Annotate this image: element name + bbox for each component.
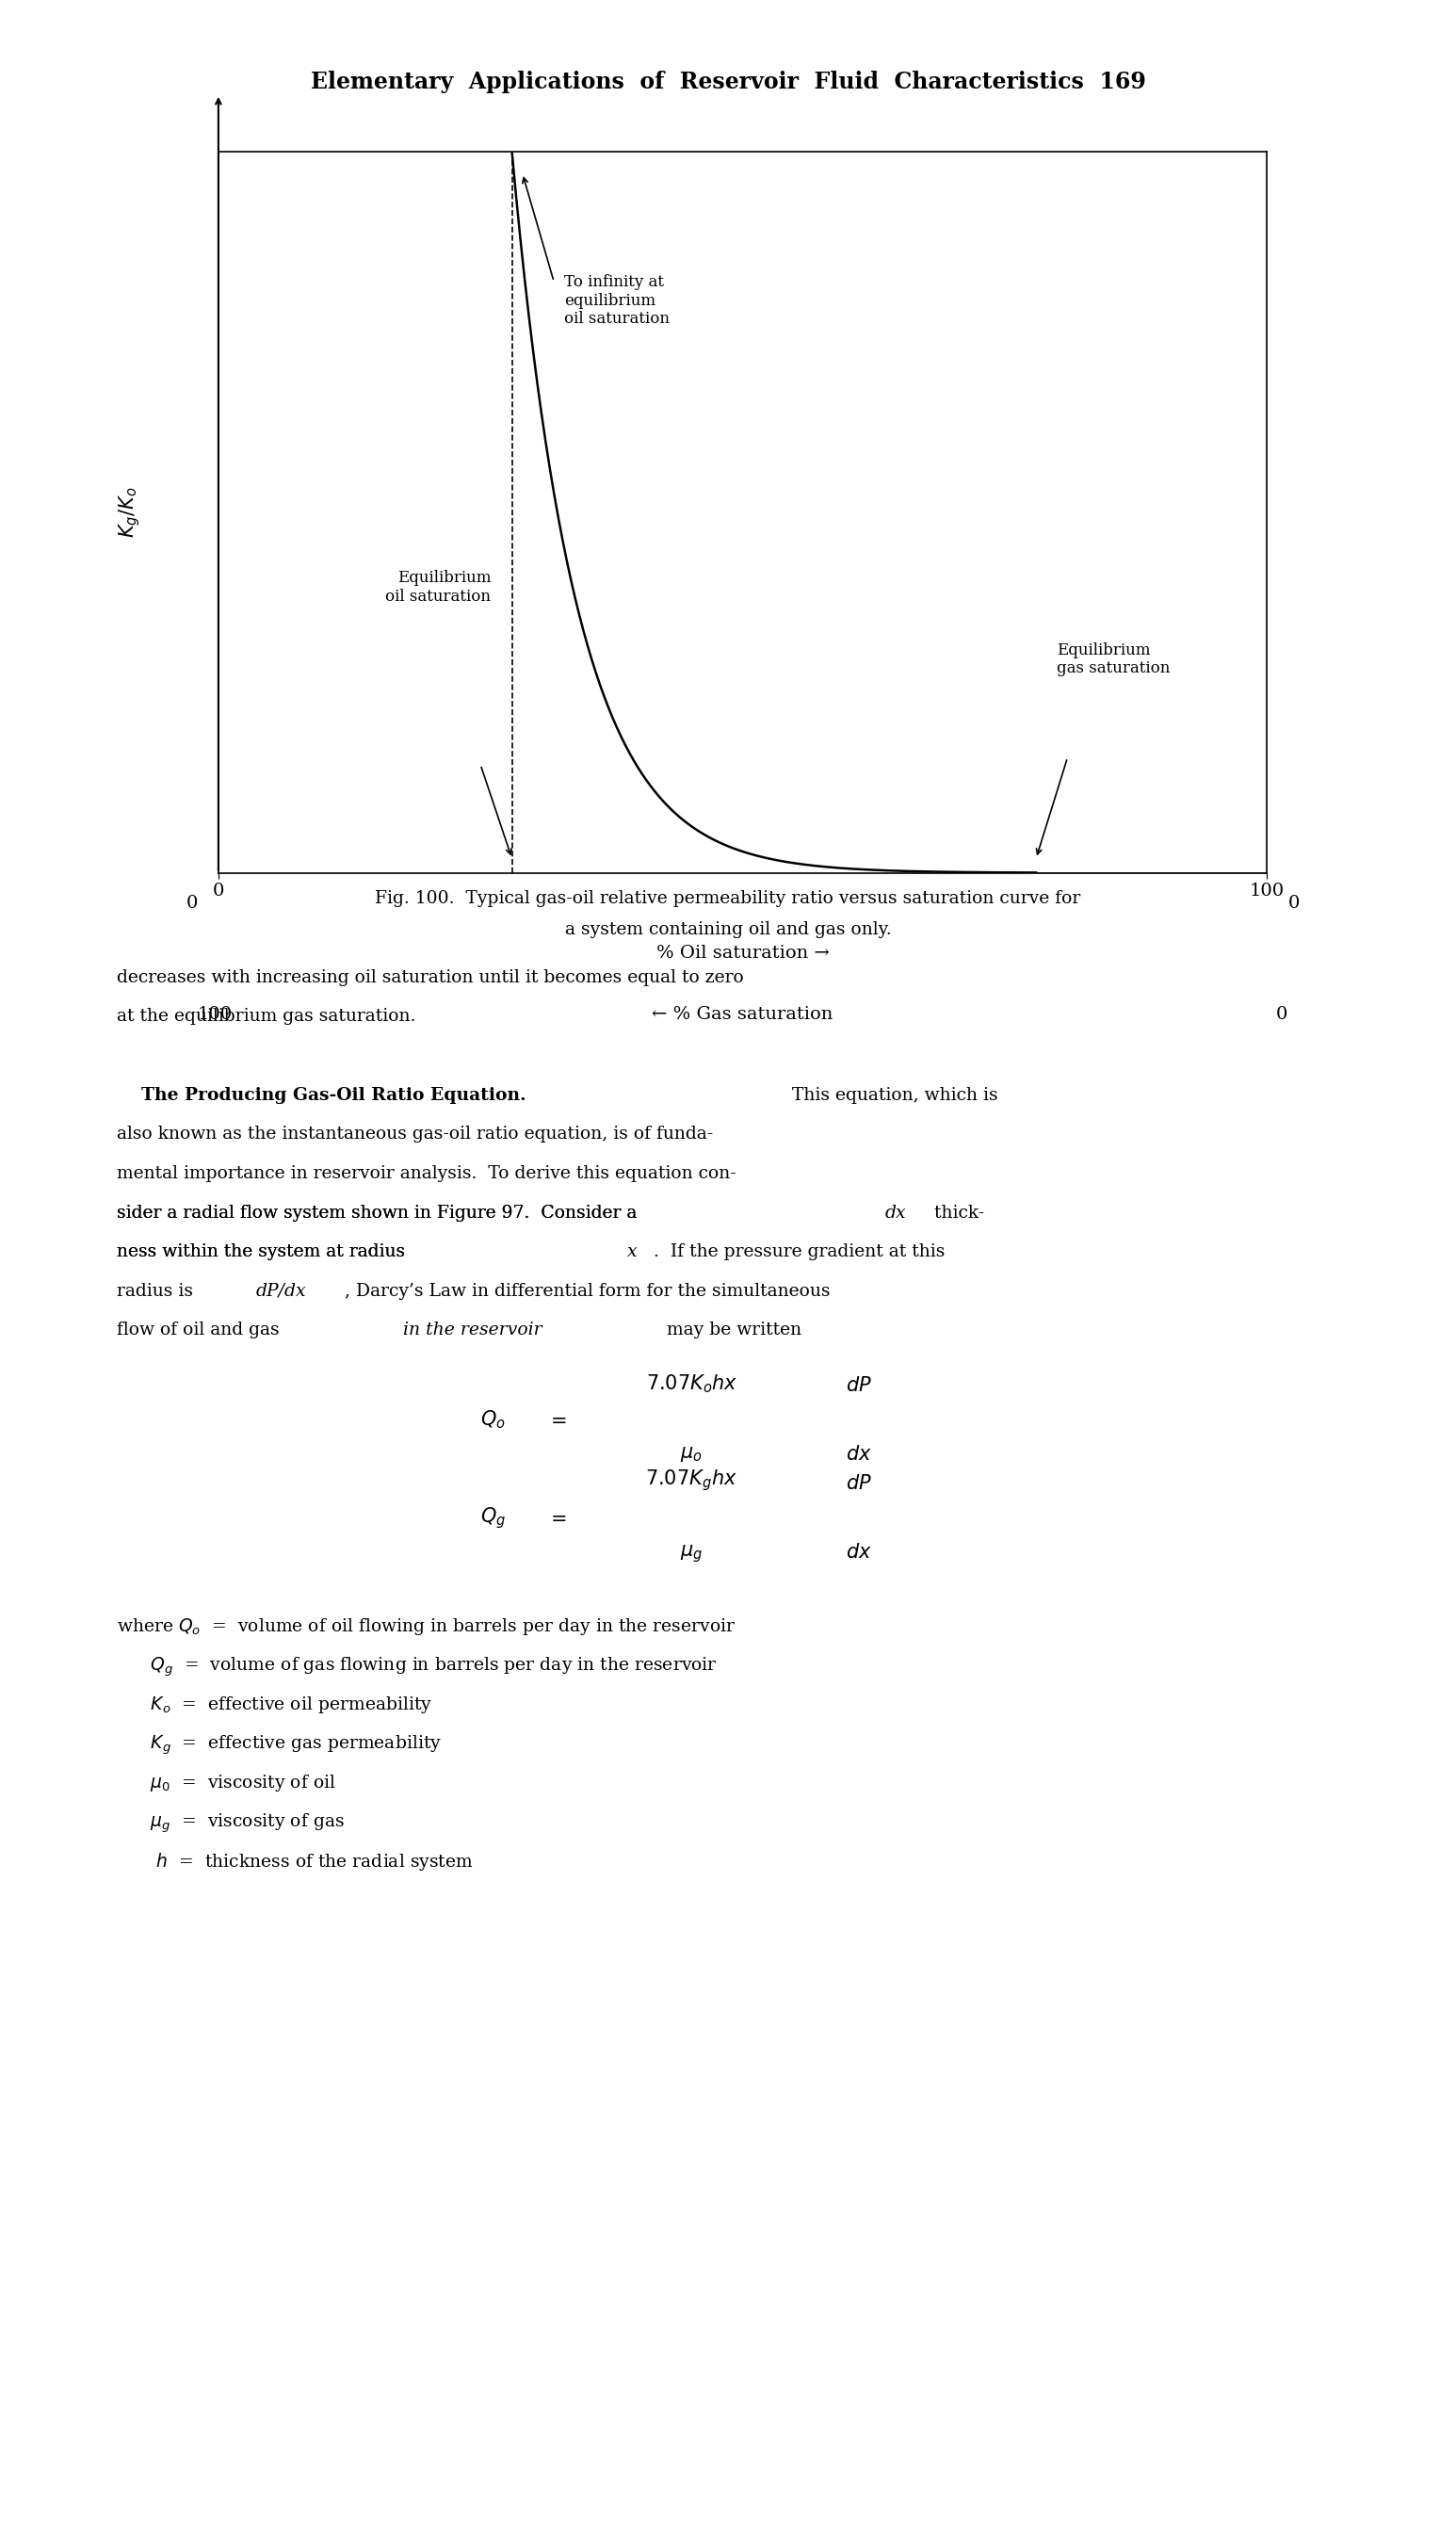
Text: $7.07K_ohx$: $7.07K_ohx$ bbox=[645, 1371, 738, 1394]
Text: $Q_g$: $Q_g$ bbox=[480, 1505, 507, 1531]
Text: also known as the instantaneous gas-oil ratio equation, is of funda-: also known as the instantaneous gas-oil … bbox=[116, 1126, 713, 1144]
Text: $=$: $=$ bbox=[546, 1412, 566, 1429]
Text: decreases with increasing oil saturation until it becomes equal to zero: decreases with increasing oil saturation… bbox=[116, 969, 744, 987]
Text: $K_g/K_o$: $K_g/K_o$ bbox=[116, 486, 141, 539]
Text: $dx$: $dx$ bbox=[846, 1543, 872, 1561]
Text: ness within the system at radius: ness within the system at radius bbox=[116, 1245, 411, 1260]
Text: 0: 0 bbox=[186, 896, 198, 911]
Text: dP/dx: dP/dx bbox=[256, 1283, 307, 1300]
Text: $dP$: $dP$ bbox=[846, 1475, 872, 1493]
Text: x: x bbox=[628, 1245, 638, 1260]
Text: $K_g$  =  effective gas permeability: $K_g$ = effective gas permeability bbox=[116, 1733, 441, 1756]
Text: $7.07K_ghx$: $7.07K_ghx$ bbox=[645, 1467, 738, 1493]
Text: $K_o$  =  effective oil permeability: $K_o$ = effective oil permeability bbox=[116, 1695, 432, 1715]
Text: $dP$: $dP$ bbox=[846, 1376, 872, 1394]
Text: a system containing oil and gas only.: a system containing oil and gas only. bbox=[565, 921, 891, 939]
Text: , Darcy’s Law in differential form for the simultaneous: , Darcy’s Law in differential form for t… bbox=[345, 1283, 830, 1300]
Text: ← % Gas saturation: ← % Gas saturation bbox=[652, 1007, 833, 1022]
Text: may be written: may be written bbox=[661, 1321, 801, 1338]
Text: sider a radial flow system shown in Figure 97.  Consider a: sider a radial flow system shown in Figu… bbox=[116, 1204, 642, 1222]
Text: at the equilibrium gas saturation.: at the equilibrium gas saturation. bbox=[116, 1007, 415, 1025]
Text: Equilibrium
gas saturation: Equilibrium gas saturation bbox=[1057, 643, 1171, 676]
Text: Equilibrium
oil saturation: Equilibrium oil saturation bbox=[386, 569, 491, 605]
Text: Fig. 100.  Typical gas-oil relative permeability ratio versus saturation curve f: Fig. 100. Typical gas-oil relative perme… bbox=[376, 891, 1080, 908]
Text: $=$: $=$ bbox=[546, 1508, 566, 1528]
Text: $\mu_o$: $\mu_o$ bbox=[680, 1445, 703, 1465]
Text: $\mu_g$: $\mu_g$ bbox=[680, 1543, 703, 1564]
Text: thick-: thick- bbox=[929, 1204, 984, 1222]
Text: This equation, which is: This equation, which is bbox=[780, 1088, 997, 1103]
Text: 0: 0 bbox=[1287, 896, 1299, 911]
Text: The Producing Gas-Oil Ratio Equation.: The Producing Gas-Oil Ratio Equation. bbox=[116, 1088, 526, 1103]
Text: sider a radial flow system shown in Figure 97.  Consider a: sider a radial flow system shown in Figu… bbox=[116, 1204, 642, 1222]
Text: where $Q_o$  =  volume of oil flowing in barrels per day in the reservoir: where $Q_o$ = volume of oil flowing in b… bbox=[116, 1617, 735, 1637]
Text: .  If the pressure gradient at this: . If the pressure gradient at this bbox=[654, 1245, 945, 1260]
Text: Elementary  Applications  of  Reservoir  Fluid  Characteristics  169: Elementary Applications of Reservoir Flu… bbox=[310, 71, 1146, 94]
Text: % Oil saturation →: % Oil saturation → bbox=[657, 944, 828, 961]
Text: 100: 100 bbox=[198, 1007, 233, 1022]
Text: dx: dx bbox=[885, 1204, 907, 1222]
Text: 0: 0 bbox=[1275, 1007, 1287, 1022]
Text: $h$  =  thickness of the radial system: $h$ = thickness of the radial system bbox=[116, 1852, 473, 1872]
Text: mental importance in reservoir analysis.  To derive this equation con-: mental importance in reservoir analysis.… bbox=[116, 1164, 735, 1182]
Text: flow of oil and gas: flow of oil and gas bbox=[116, 1321, 285, 1338]
Text: ness within the system at radius: ness within the system at radius bbox=[116, 1245, 411, 1260]
Text: $Q_g$  =  volume of gas flowing in barrels per day in the reservoir: $Q_g$ = volume of gas flowing in barrels… bbox=[116, 1655, 718, 1677]
Text: To infinity at
equilibrium
oil saturation: To infinity at equilibrium oil saturatio… bbox=[565, 273, 670, 326]
Text: radius is: radius is bbox=[116, 1283, 198, 1300]
Text: $Q_o$: $Q_o$ bbox=[480, 1409, 505, 1432]
Text: in the reservoir: in the reservoir bbox=[403, 1321, 542, 1338]
Text: $dx$: $dx$ bbox=[846, 1445, 872, 1465]
Text: $\mu_0$  =  viscosity of oil: $\mu_0$ = viscosity of oil bbox=[116, 1774, 335, 1794]
Text: $\mu_g$  =  viscosity of gas: $\mu_g$ = viscosity of gas bbox=[116, 1811, 344, 1834]
